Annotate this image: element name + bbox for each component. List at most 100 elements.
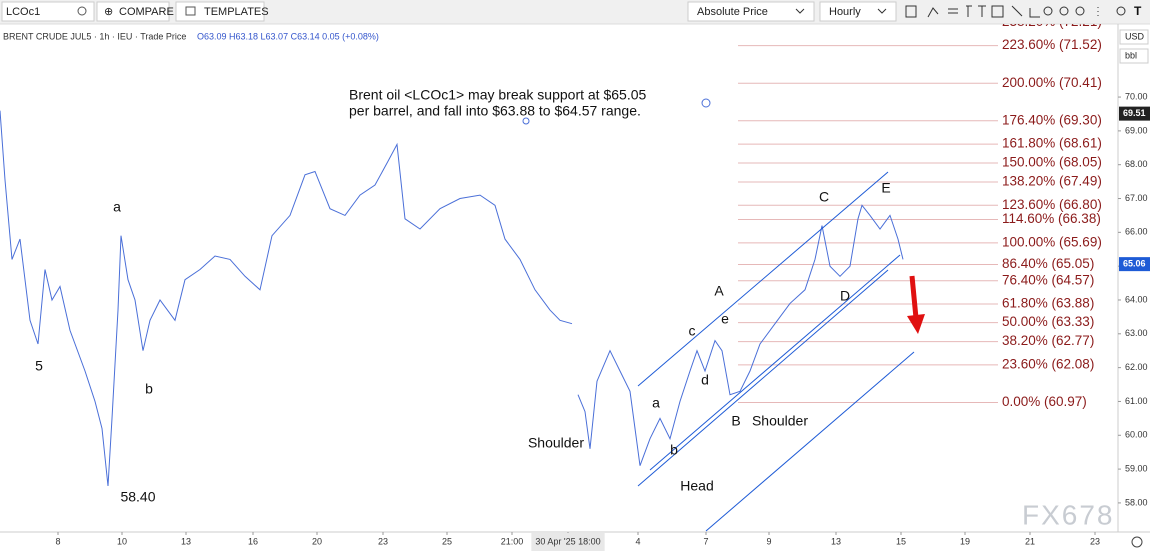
- y-tick-label: 58.00: [1125, 497, 1148, 507]
- wave-label: b: [670, 442, 678, 458]
- wave-label: C: [819, 189, 829, 205]
- x-tick-label: 8: [55, 536, 60, 546]
- templates-label: TEMPLATES: [204, 6, 269, 18]
- y-tick-label: 68.00: [1125, 159, 1148, 169]
- fib-label: 238.20% (72.21): [1002, 14, 1102, 29]
- unit-box[interactable]: [1119, 48, 1149, 64]
- x-tick-label: 23: [378, 536, 388, 546]
- fib-label: 100.00% (65.69): [1002, 234, 1102, 249]
- y-tick-label: 66.00: [1125, 227, 1148, 237]
- wave-label: d: [701, 372, 709, 388]
- templates-icon: [185, 6, 196, 16]
- wave-label: Head: [680, 478, 713, 494]
- x-tick-label: 19: [960, 536, 970, 546]
- wave-label: 5: [35, 358, 43, 374]
- crosshair-time-box: [531, 533, 605, 551]
- wave-label: c: [689, 323, 696, 339]
- wave-label: b: [145, 381, 153, 397]
- y-tick-label: 62.00: [1125, 362, 1148, 372]
- x-tick-label: 21: [1025, 536, 1035, 546]
- x-tick-label: 10: [117, 536, 127, 546]
- fib-label: 223.60% (71.52): [1002, 37, 1102, 52]
- channel-lines: [637, 171, 915, 532]
- compare-label: COMPARE: [119, 6, 174, 18]
- x-tick-label: 21:00: [501, 536, 524, 546]
- interval-label: Hourly: [829, 6, 861, 18]
- settings-icon[interactable]: [1131, 536, 1143, 548]
- templates-button[interactable]: [175, 1, 265, 22]
- wave-label: Shoulder: [528, 435, 584, 451]
- price-box-label: 65.06: [1123, 259, 1146, 269]
- x-tick-label: 15: [896, 536, 906, 546]
- y-tick-label: 67.00: [1125, 193, 1148, 203]
- currency: USD: [1125, 31, 1145, 41]
- symbol: LCOc1: [6, 6, 40, 18]
- x-tick-label: 4: [635, 536, 640, 546]
- wave-label: B: [731, 413, 740, 429]
- compare-icon: ⊕: [104, 6, 113, 18]
- plot-area: 238.20% (72.21) 223.60% (71.52) 200.00% (7…: [0, 14, 1102, 487]
- x-tick-label: 20: [312, 536, 322, 546]
- note-line: Brent oil <LCOc1> may break support at $…: [349, 87, 646, 103]
- fib-label: 38.20% (62.77): [1002, 333, 1094, 348]
- fib-label: 50.00% (63.33): [1002, 314, 1094, 329]
- currency-box[interactable]: [1119, 29, 1149, 45]
- x-tick-label: 23: [1090, 536, 1100, 546]
- x-tick-label: 30 Apr '25 18:00: [535, 536, 600, 546]
- search-icon: [77, 6, 87, 16]
- fib-label: 114.60% (66.38): [1002, 211, 1101, 226]
- x-tick-label: 13: [831, 536, 841, 546]
- unit: bbl: [1125, 50, 1137, 60]
- x-tick-label: 16: [248, 536, 258, 546]
- price-line: [0, 110, 904, 487]
- fib-label: 123.60% (66.80): [1002, 197, 1102, 212]
- x-tick-label: 7: [703, 536, 708, 546]
- fib-label: 86.40% (65.05): [1002, 256, 1094, 271]
- dropdown-arrow: [877, 8, 887, 14]
- legend-instrument: BRENT CRUDE JUL5 · 1h · IEU · Trade Pric…: [3, 31, 186, 41]
- symbol-box[interactable]: [1, 1, 95, 22]
- wave-label: a: [113, 199, 121, 215]
- brand-logo: T: [1134, 4, 1142, 18]
- fib-label: 161.80% (68.61): [1002, 136, 1102, 151]
- watermark: FX678: [1022, 499, 1115, 530]
- fib-label: 200.00% (70.41): [1002, 75, 1102, 90]
- fib-label: 23.60% (62.08): [1002, 356, 1094, 371]
- drawing-tools[interactable]: [905, 5, 1126, 18]
- wave-label: 58.40: [120, 489, 155, 505]
- x-tick-label: 13: [181, 536, 191, 546]
- fib-label: 176.40% (69.30): [1002, 112, 1102, 127]
- y-tick-label: 60.00: [1125, 430, 1148, 440]
- fib-label: 150.00% (68.05): [1002, 155, 1102, 170]
- legend-ohlc: O63.09 H63.18 L63.07 C63.14 0.05 (+0.08%…: [197, 31, 379, 41]
- x-tick-label: 9: [766, 536, 771, 546]
- fib-label: 138.20% (67.49): [1002, 174, 1102, 189]
- price-box-label: 69.51: [1123, 108, 1146, 118]
- y-tick-label: 69.00: [1125, 125, 1148, 135]
- dropdown-arrow: [795, 8, 805, 14]
- wave-label: E: [881, 180, 890, 196]
- y-tick-label: 64.00: [1125, 294, 1148, 304]
- fib-label: 0.00% (60.97): [1002, 394, 1087, 409]
- wave-label: A: [714, 283, 724, 299]
- y-tick-label: 70.00: [1125, 91, 1148, 101]
- y-tick-label: 61.00: [1125, 396, 1148, 406]
- price-box: [1119, 257, 1150, 272]
- wave-label: Shoulder: [752, 413, 808, 429]
- fib-label: 76.40% (64.57): [1002, 272, 1094, 287]
- wave-label: a: [652, 395, 660, 411]
- note-handle[interactable]: [522, 117, 530, 125]
- scale-label: Absolute Price: [697, 6, 768, 18]
- scale-select[interactable]: [687, 1, 815, 22]
- sell-arrow: [907, 275, 925, 334]
- wave-label: D: [840, 288, 850, 304]
- y-tick-label: 59.00: [1125, 463, 1148, 473]
- wave-label: e: [721, 311, 729, 327]
- note-handle[interactable]: [701, 98, 711, 108]
- note-line: per barrel, and fall into $63.88 to $64.…: [349, 103, 641, 119]
- compare-button[interactable]: [96, 1, 170, 22]
- interval-select[interactable]: [819, 1, 897, 22]
- fib-label: 61.80% (63.88): [1002, 296, 1094, 311]
- x-tick-label: 25: [442, 536, 452, 546]
